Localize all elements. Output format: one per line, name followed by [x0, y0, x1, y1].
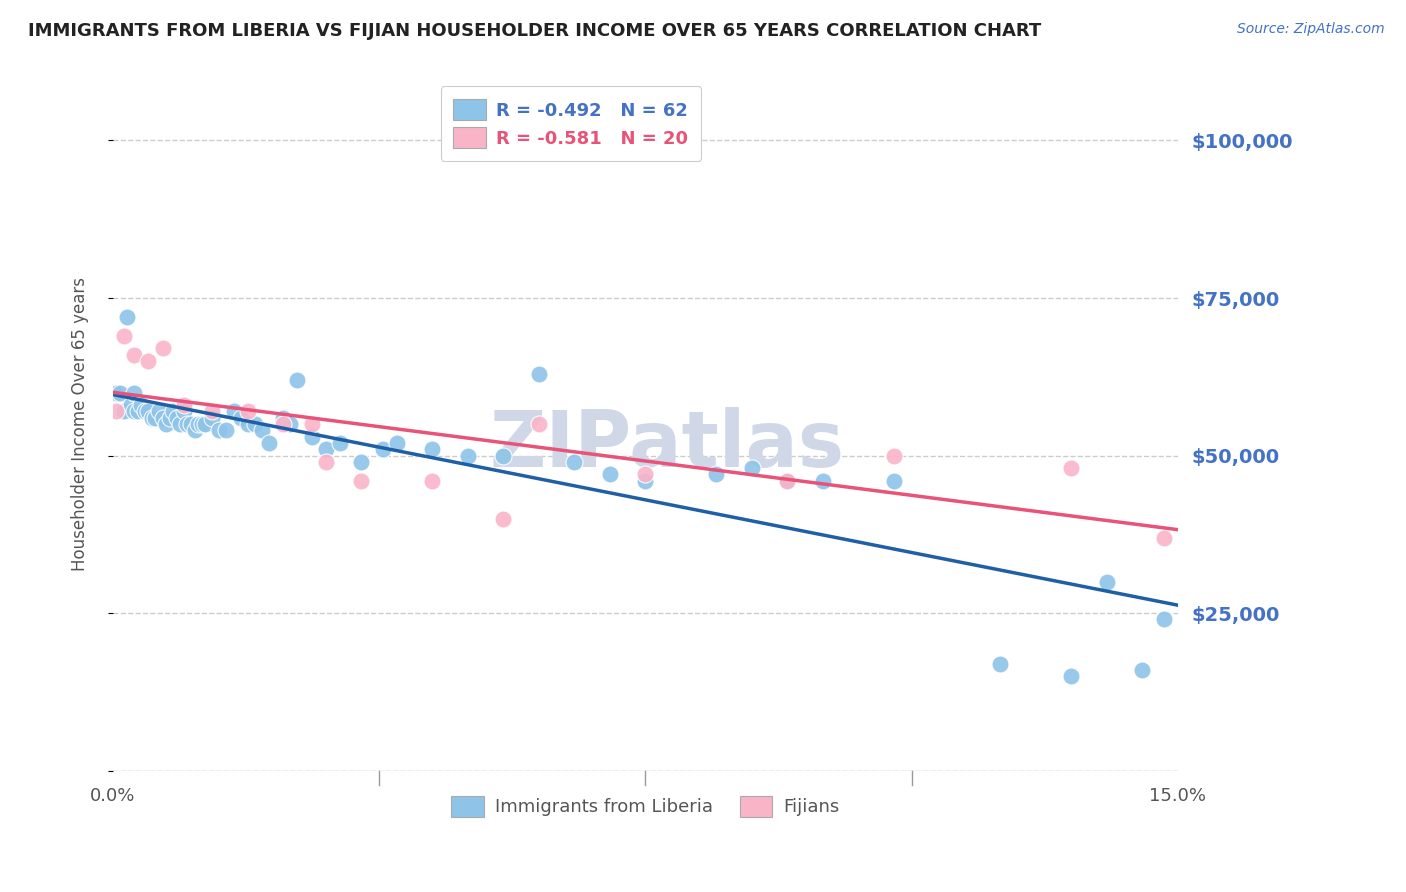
- Point: [236, 417, 259, 431]
- Point: [187, 417, 209, 431]
- Point: [271, 417, 294, 431]
- Point: [208, 423, 231, 437]
- Point: [371, 442, 394, 457]
- Point: [350, 474, 373, 488]
- Point: [329, 436, 352, 450]
- Point: [492, 511, 515, 525]
- Point: [183, 423, 205, 437]
- Point: [287, 373, 309, 387]
- Point: [159, 410, 181, 425]
- Point: [564, 455, 586, 469]
- Point: [201, 410, 224, 425]
- Point: [134, 404, 156, 418]
- Point: [301, 417, 323, 431]
- Point: [166, 410, 188, 425]
- Point: [457, 449, 479, 463]
- Point: [385, 436, 408, 450]
- Text: IMMIGRANTS FROM LIBERIA VS FIJIAN HOUSEHOLDER INCOME OVER 65 YEARS CORRELATION C: IMMIGRANTS FROM LIBERIA VS FIJIAN HOUSEH…: [28, 22, 1042, 40]
- Point: [243, 417, 266, 431]
- Point: [152, 342, 174, 356]
- Point: [190, 417, 212, 431]
- Point: [120, 398, 142, 412]
- Point: [138, 404, 160, 418]
- Point: [122, 385, 145, 400]
- Point: [127, 404, 149, 418]
- Point: [105, 404, 128, 418]
- Point: [145, 410, 167, 425]
- Point: [115, 310, 138, 324]
- Y-axis label: Householder Income Over 65 years: Householder Income Over 65 years: [72, 277, 89, 571]
- Point: [180, 417, 202, 431]
- Point: [634, 467, 657, 482]
- Point: [222, 404, 245, 418]
- Point: [138, 354, 160, 368]
- Point: [1060, 461, 1083, 475]
- Point: [527, 367, 550, 381]
- Point: [108, 385, 131, 400]
- Point: [1153, 531, 1175, 545]
- Point: [176, 417, 198, 431]
- Point: [250, 423, 273, 437]
- Point: [173, 404, 195, 418]
- Point: [776, 474, 799, 488]
- Point: [129, 398, 152, 412]
- Point: [811, 474, 834, 488]
- Text: Source: ZipAtlas.com: Source: ZipAtlas.com: [1237, 22, 1385, 37]
- Point: [122, 404, 145, 418]
- Point: [112, 404, 135, 418]
- Point: [271, 410, 294, 425]
- Point: [1060, 669, 1083, 683]
- Point: [173, 398, 195, 412]
- Point: [634, 474, 657, 488]
- Point: [162, 404, 184, 418]
- Point: [1153, 612, 1175, 626]
- Point: [706, 467, 728, 482]
- Point: [599, 467, 621, 482]
- Point: [112, 328, 135, 343]
- Point: [350, 455, 373, 469]
- Point: [315, 455, 337, 469]
- Point: [257, 436, 280, 450]
- Point: [741, 461, 763, 475]
- Point: [148, 404, 170, 418]
- Point: [105, 385, 128, 400]
- Point: [492, 449, 515, 463]
- Point: [155, 417, 177, 431]
- Point: [1132, 663, 1154, 677]
- Point: [527, 417, 550, 431]
- Point: [422, 474, 444, 488]
- Point: [315, 442, 337, 457]
- Point: [883, 474, 905, 488]
- Point: [422, 442, 444, 457]
- Point: [229, 410, 252, 425]
- Point: [215, 423, 238, 437]
- Legend: Immigrants from Liberia, Fijians: Immigrants from Liberia, Fijians: [444, 789, 846, 824]
- Point: [169, 417, 191, 431]
- Text: ZIPatlas: ZIPatlas: [489, 407, 844, 483]
- Point: [280, 417, 302, 431]
- Point: [201, 404, 224, 418]
- Point: [141, 410, 163, 425]
- Point: [236, 404, 259, 418]
- Point: [1095, 574, 1118, 589]
- Point: [122, 348, 145, 362]
- Point: [883, 449, 905, 463]
- Point: [194, 417, 217, 431]
- Point: [152, 410, 174, 425]
- Point: [301, 430, 323, 444]
- Point: [990, 657, 1012, 671]
- Point: [776, 474, 799, 488]
